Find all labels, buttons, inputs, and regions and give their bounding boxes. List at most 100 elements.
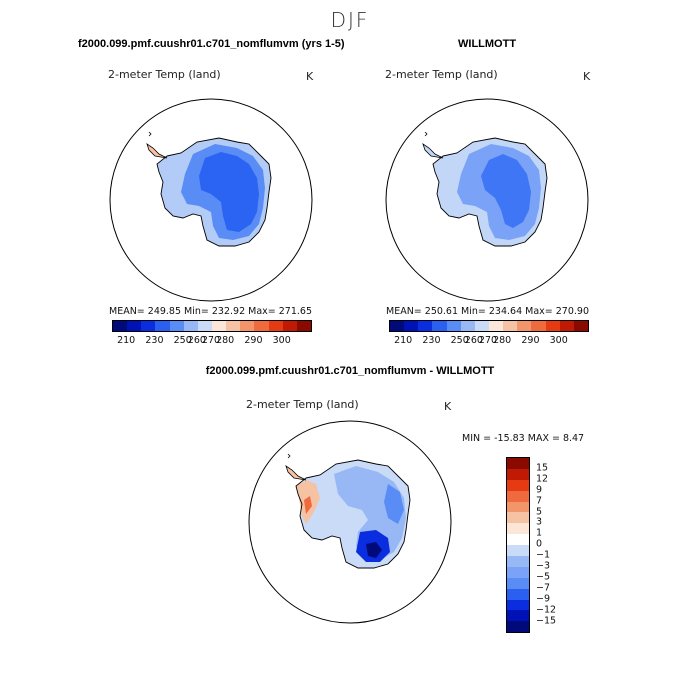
difference-panel-variable-label: 2-meter Temp (land) [246, 398, 359, 411]
colorbar-tick-label: 12 [536, 473, 549, 485]
colorbar-swatch [507, 479, 529, 491]
colorbar-swatch [404, 321, 419, 331]
colorbar-swatch [488, 321, 504, 331]
colorbar-swatch [507, 534, 529, 546]
colorbar-tick-label: 270 [478, 335, 498, 346]
colorbar-swatch [507, 523, 529, 535]
colorbar-swatch [113, 321, 128, 331]
colorbar-swatch [418, 321, 433, 331]
colorbar-swatch [282, 321, 297, 331]
colorbar-tick-label: 270 [201, 335, 221, 346]
colorbar-swatch [240, 321, 255, 331]
panel-2-colorbar [389, 320, 589, 332]
colorbar-tick-label: 230 [145, 335, 164, 346]
panel-1-antarctica-interior-fill [199, 152, 259, 232]
colorbar-tick-label: 5 [536, 506, 543, 517]
colorbar-tick-label: −12 [536, 604, 557, 616]
difference-south-america-tip [287, 453, 291, 459]
colorbar-swatch [507, 545, 529, 557]
colorbar-swatch [155, 321, 170, 331]
colorbar-swatch [197, 321, 212, 331]
colorbar-tick-label: 300 [272, 335, 291, 346]
colorbar-tick-label: 210 [394, 335, 413, 346]
season-title: DJF [330, 8, 370, 32]
colorbar-swatch [268, 321, 283, 331]
colorbar-tick-label: 3 [536, 516, 543, 528]
panel-2-antarctica-interior-fill [481, 154, 531, 228]
colorbar-swatch [507, 599, 529, 611]
colorbar-tick-label: 210 [117, 335, 136, 346]
colorbar-swatch [296, 321, 311, 331]
colorbar-swatch [211, 321, 227, 331]
colorbar-tick-label: −1 [536, 549, 551, 561]
colorbar-swatch [446, 321, 461, 331]
colorbar-swatch [432, 321, 447, 331]
panel-1-antarctic-peninsula [146, 143, 168, 159]
panel-1-title: f2000.099.pmf.cuushr01.c701_nomflumvm (y… [78, 38, 345, 50]
panel-1-variable-label: 2-meter Temp (land) [108, 68, 221, 81]
panel-2-colorbar-ticks: 210 230 250 260 270 280 290 300 [389, 335, 589, 349]
difference-colorbar [506, 457, 530, 634]
colorbar-swatch [169, 321, 184, 331]
colorbar-tick-label: 7 [536, 495, 543, 507]
colorbar-tick-label: 260 [187, 335, 206, 346]
colorbar-swatch [507, 556, 529, 567]
colorbar-swatch [517, 321, 532, 331]
colorbar-swatch [545, 321, 560, 331]
panel-2-unit-label: K [583, 70, 591, 83]
difference-antarctic-peninsula [285, 465, 307, 481]
panel-1-south-america-tip [148, 131, 152, 137]
difference-coastline [295, 459, 411, 569]
colorbar-tick-label: 290 [244, 335, 263, 346]
colorbar-swatch [507, 566, 529, 578]
colorbar-swatch [254, 321, 269, 331]
colorbar-swatch [127, 321, 142, 331]
difference-warm-anomaly-core [304, 496, 312, 514]
colorbar-tick-label: −5 [536, 571, 551, 583]
colorbar-tick-label: 9 [536, 484, 543, 496]
colorbar-tick-label: 300 [549, 335, 568, 346]
colorbar-tick-label: 260 [464, 335, 483, 346]
panel-2-coastline [432, 137, 548, 247]
panel-1-colorbar-ticks: 210 230 250 260 270 280 290 300 [112, 335, 312, 349]
colorbar-swatch [507, 458, 529, 469]
colorbar-swatch [141, 321, 156, 331]
colorbar-tick-label: 250 [173, 335, 192, 346]
colorbar-swatch [559, 321, 574, 331]
difference-panel-stats: MIN = -15.83 MAX = 8.47 [462, 433, 585, 444]
colorbar-tick-label: −3 [536, 560, 551, 572]
difference-panel-title: f2000.099.pmf.cuushr01.c701_nomflumvm - … [205, 365, 495, 377]
panel-1-polar-map [109, 98, 313, 302]
colorbar-swatch [507, 512, 529, 524]
colorbar-swatch [460, 321, 475, 331]
difference-strong-blue-region [384, 484, 404, 524]
panel-2-polar-map [385, 98, 589, 302]
colorbar-tick-label: 15 [536, 462, 549, 474]
colorbar-tick-label: 290 [521, 335, 540, 346]
colorbar-tick-label: 1 [536, 527, 543, 539]
panel-1-coastline [156, 137, 272, 247]
panel-2-antarctic-peninsula [422, 143, 444, 159]
colorbar-swatch [573, 321, 588, 331]
panel-1-colorbar [112, 320, 312, 332]
difference-colorbar-ticks: 15 12 9 7 5 3 1 0 −1 −3 −5 −7 −9 −12 −15 [536, 457, 576, 633]
colorbar-swatch [507, 621, 529, 633]
colorbar-tick-label: −7 [536, 582, 551, 594]
panel-2-title: WILLMOTT [458, 38, 517, 50]
colorbar-swatch [507, 468, 529, 480]
panel-2-variable-label: 2-meter Temp (land) [385, 68, 498, 81]
colorbar-swatch [507, 577, 529, 589]
panel-2-stats: MEAN= 250.61 Min= 234.64 Max= 270.90 [386, 306, 590, 317]
colorbar-swatch [390, 321, 405, 331]
colorbar-swatch [507, 490, 529, 502]
colorbar-tick-label: 280 [216, 335, 235, 346]
colorbar-tick-label: −9 [536, 593, 551, 605]
colorbar-swatch [503, 321, 518, 331]
colorbar-swatch [474, 321, 489, 331]
colorbar-swatch [226, 321, 241, 331]
colorbar-tick-label: 0 [536, 538, 543, 550]
difference-panel-unit-label: K [444, 400, 452, 413]
colorbar-swatch [531, 321, 546, 331]
colorbar-swatch [183, 321, 198, 331]
colorbar-tick-label: 280 [493, 335, 512, 346]
